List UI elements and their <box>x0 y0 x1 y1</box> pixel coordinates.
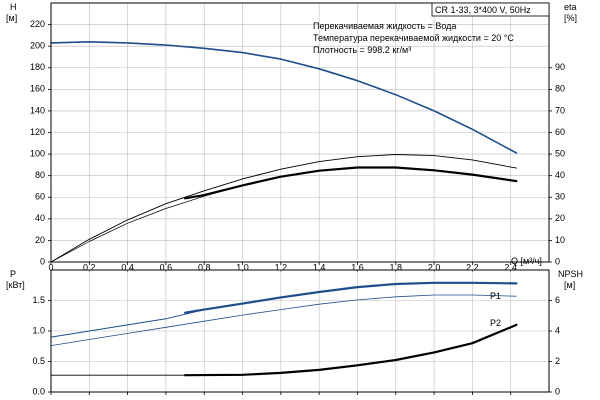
upper-left-tick-label: 40 <box>35 213 45 223</box>
upper-left-tick-label: 160 <box>30 84 45 94</box>
lower-left-axis-label: P <box>10 269 16 279</box>
upper-curve-head <box>50 40 518 154</box>
upper-right-tick-label: 10 <box>555 235 565 245</box>
x-tick-label: 2,0 <box>428 262 441 272</box>
lower-left-tick-label: 1.0 <box>32 325 45 335</box>
info-line-density: Плотность = 998.2 кг/м³ <box>313 45 411 55</box>
upper-right-tick-label: 40 <box>555 170 565 180</box>
x-tick-label: 1,2 <box>275 262 288 272</box>
x-tick-label: 1,0 <box>236 262 249 272</box>
lower-curve-npsh-operating <box>184 323 518 377</box>
upper-right-tick-label: 20 <box>555 213 565 223</box>
upper-left-tick-label: 200 <box>30 41 45 51</box>
upper-right-tick-label: 0 <box>555 256 560 266</box>
upper-left-tick-label: 220 <box>30 19 45 29</box>
lower-right-tick-label: 2 <box>555 356 560 366</box>
x-tick-label: 0 <box>48 262 53 272</box>
upper-right-tick-label: 50 <box>555 148 565 158</box>
lower-curve-p2 <box>50 294 517 347</box>
lower-left-tick-label: 0.0 <box>32 386 45 396</box>
lower-left-axis-unit: [кВт] <box>6 280 25 290</box>
upper-right-tick-label: 30 <box>555 192 565 202</box>
upper-right-axis-unit: [%] <box>564 13 577 23</box>
upper-right-tick-label: 80 <box>555 84 565 94</box>
upper-curve-eta-upper <box>50 154 517 263</box>
lower-right-axis-label: NPSH <box>558 269 583 279</box>
series-label-p1: P1 <box>490 291 501 301</box>
upper-right-tick-label: 60 <box>555 127 565 137</box>
info-line-fluid: Перекачиваемая жидкость = Вода <box>313 21 456 31</box>
upper-curve-eta-operating <box>184 166 518 200</box>
x-tick-label: 1,6 <box>351 262 364 272</box>
upper-right-axis-label: eta <box>564 2 577 12</box>
series-label-p2: P2 <box>490 318 501 328</box>
upper-right-tick-label: 90 <box>555 62 565 72</box>
x-tick-label: 1,8 <box>390 262 403 272</box>
x-tick-label: 2,2 <box>466 262 479 272</box>
upper-right-tick-label: 70 <box>555 105 565 115</box>
upper-left-tick-label: 100 <box>30 148 45 158</box>
grid-layer <box>51 3 549 392</box>
lower-right-tick-label: 6 <box>555 295 560 305</box>
upper-left-tick-label: 0 <box>40 256 45 266</box>
upper-curve-eta-lower <box>50 167 517 263</box>
info-line-temperature: Температура перекачиваемой жидкости = 20… <box>313 33 514 43</box>
upper-left-axis-unit: [м] <box>6 13 17 23</box>
upper-left-tick-label: 180 <box>30 62 45 72</box>
lower-right-tick-label: 4 <box>555 325 560 335</box>
x-tick-label: 0,4 <box>121 262 134 272</box>
x-tick-label: 0,8 <box>198 262 211 272</box>
title-box <box>431 2 550 17</box>
lower-right-axis-unit: [м] <box>564 280 575 290</box>
x-axis-label: Q [м³/ч] <box>511 256 542 266</box>
lower-left-tick-label: 1.5 <box>32 295 45 305</box>
x-tick-label: 1,4 <box>313 262 326 272</box>
lower-left-tick-label: 0.5 <box>32 356 45 366</box>
upper-left-tick-label: 20 <box>35 235 45 245</box>
curve-layer <box>50 40 518 377</box>
chart-title: CR 1-33, 3*400 V, 50Hz <box>435 5 531 15</box>
x-tick-label: 2,4 <box>504 262 517 272</box>
lower-right-tick-label: 0 <box>555 386 560 396</box>
lower-curve-p1 <box>50 282 517 338</box>
tick-layer: 0 0,2 0,4 0,6 0,8 1,0 1,2 1,4 1,6 1,8 2,0 2,2 2,4020… <box>30 19 565 396</box>
upper-left-tick-label: 60 <box>35 192 45 202</box>
upper-left-tick-label: 80 <box>35 170 45 180</box>
upper-left-tick-label: 140 <box>30 105 45 115</box>
x-tick-label: 0,2 <box>83 262 96 272</box>
x-tick-label: 0,6 <box>160 262 173 272</box>
upper-left-tick-label: 120 <box>30 127 45 137</box>
lower-curve-p1 <box>184 281 518 314</box>
upper-left-axis-label: H <box>10 2 17 12</box>
